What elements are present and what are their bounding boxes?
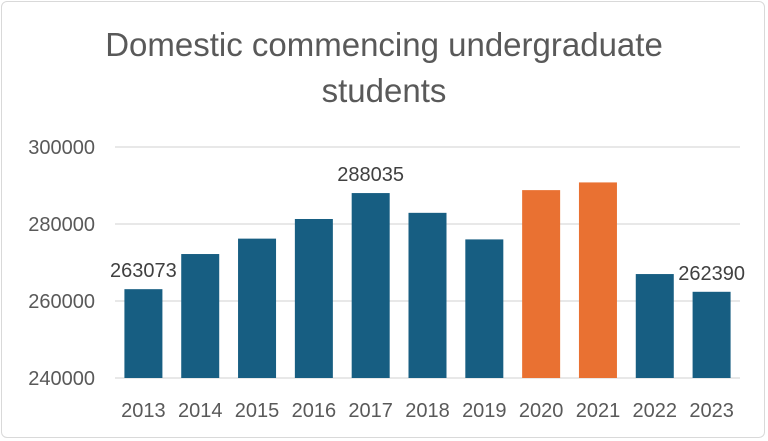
y-tick-label: 260000	[28, 291, 95, 313]
x-tick-label: 2019	[462, 400, 507, 422]
x-tick-label: 2017	[348, 400, 393, 422]
y-tick-label: 240000	[28, 368, 95, 390]
chart-title-line-2: students	[321, 72, 447, 109]
bar-2021	[578, 182, 617, 378]
bar-2014	[181, 254, 220, 378]
x-tick-label: 2016	[292, 400, 337, 422]
x-tick-label: 2021	[576, 400, 621, 422]
x-tick-label: 2022	[633, 400, 678, 422]
bar-2017	[351, 193, 390, 378]
y-tick-label: 280000	[28, 214, 95, 236]
data-label-2017: 288035	[337, 164, 404, 186]
x-tick-label: 2013	[121, 400, 166, 422]
bar-2013	[124, 289, 163, 378]
bar-2019	[465, 239, 504, 378]
x-tick-label: 2014	[178, 400, 223, 422]
bar-2022	[635, 274, 674, 378]
bar-2023	[692, 291, 731, 378]
chart-title: Domestic commencing undergraduate studen…	[0, 22, 768, 114]
x-tick-label: 2015	[235, 400, 280, 422]
bar-2020	[522, 190, 561, 378]
bar-2016	[294, 218, 333, 378]
chart-title-line-1: Domestic commencing undergraduate	[105, 26, 663, 63]
bar-2015	[238, 238, 277, 378]
x-tick-label: 2018	[405, 400, 450, 422]
y-tick-label: 300000	[28, 137, 95, 159]
data-label-2023: 262390	[678, 263, 745, 285]
x-tick-label: 2020	[519, 400, 564, 422]
x-tick-label: 2023	[689, 400, 734, 422]
bar-2018	[408, 212, 447, 378]
data-label-2013: 263073	[110, 260, 177, 282]
